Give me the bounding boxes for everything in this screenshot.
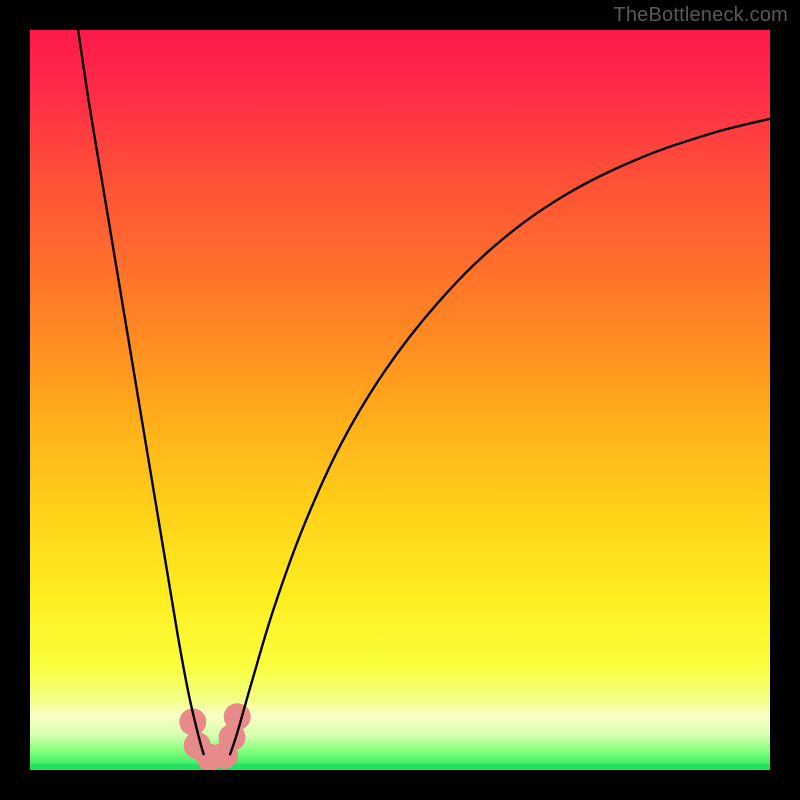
watermark-text: TheBottleneck.com [613,4,788,27]
plot-background [30,30,770,770]
notch-marker [224,704,250,730]
chart-frame: TheBottleneck.com [0,0,800,800]
baseline-strip [30,764,770,770]
bottleneck-chart-svg [0,0,800,800]
